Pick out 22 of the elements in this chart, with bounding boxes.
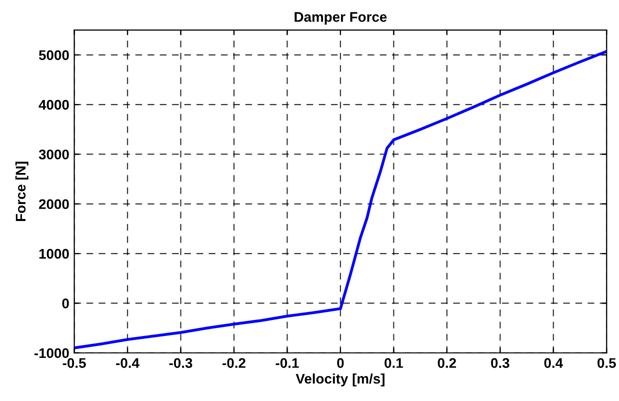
y-tick-label: 3000 <box>38 150 69 160</box>
x-tick-label: 0.4 <box>544 358 563 368</box>
y-tick-label: 0 <box>62 298 69 308</box>
y-tick-label: -1000 <box>34 348 69 358</box>
x-tick-label: 0.3 <box>491 358 510 368</box>
line-series <box>74 50 607 350</box>
x-tick-label: -0.5 <box>62 358 86 368</box>
y-tick-label: 4000 <box>38 100 69 110</box>
y-axis-title: Force [N] <box>15 162 28 222</box>
x-tick-label: 0.2 <box>438 358 456 368</box>
x-tick-label: 0.1 <box>384 358 403 368</box>
x-tick-label: -0.4 <box>116 358 140 368</box>
x-tick-label: 0.5 <box>598 358 616 368</box>
y-tick-label: 5000 <box>38 50 69 60</box>
x-tick-label: -0.2 <box>222 358 246 368</box>
x-tick-label: 0 <box>337 358 344 368</box>
chart-title: Damper Force <box>294 12 387 25</box>
y-tick-label: 2000 <box>39 199 69 210</box>
x-tick-label: -0.1 <box>276 358 299 368</box>
y-tick-label: 1000 <box>39 248 69 259</box>
x-axis-title: Velocity [m/s] <box>296 373 384 386</box>
x-tick-label: -0.3 <box>169 358 192 368</box>
